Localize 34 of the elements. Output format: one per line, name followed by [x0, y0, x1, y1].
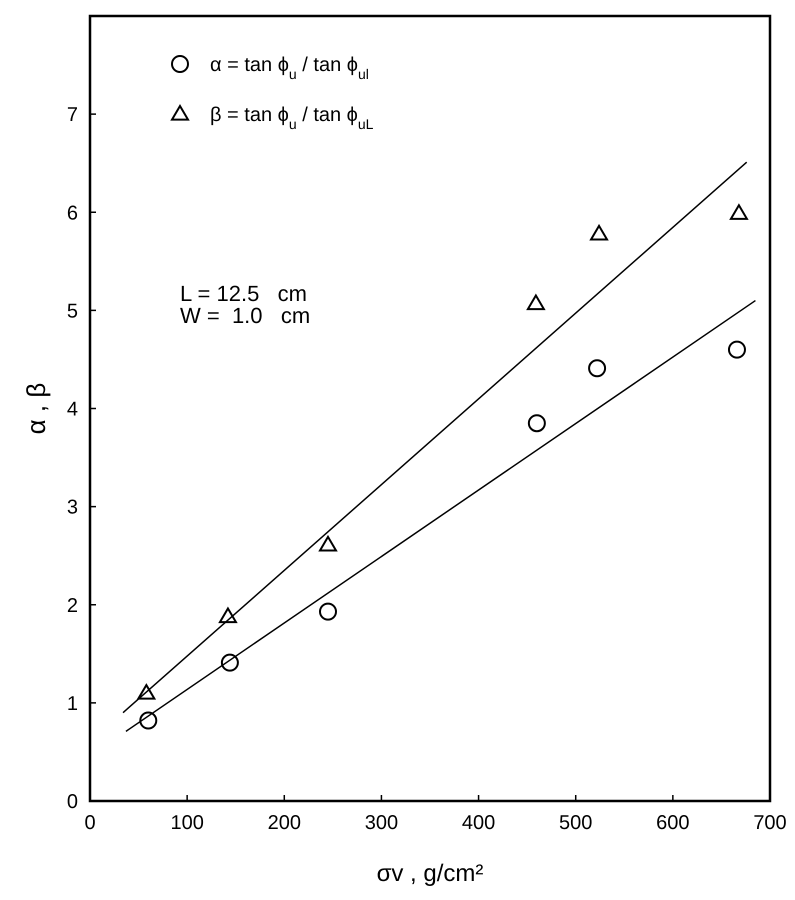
y-tick-label: 2	[66, 594, 78, 617]
point	[590, 224, 608, 240]
y-tick-label: 5	[66, 300, 78, 322]
x-tick-label: 500	[559, 812, 592, 834]
y-tick-label: 6	[66, 202, 78, 224]
x-tick-label: 200	[268, 812, 301, 834]
x-tick-label: 300	[364, 812, 398, 834]
y-tick-label: 7	[66, 104, 78, 126]
y-tick-label: 4	[66, 398, 78, 420]
point	[218, 608, 237, 624]
point	[220, 654, 239, 672]
x-axis-title: σv , g/cm²	[376, 860, 484, 887]
y-axis-title: α , β	[21, 382, 51, 434]
x-tick-label: 400	[462, 812, 496, 834]
point	[137, 684, 156, 700]
legend-label: α = tan ϕ$_{u}$ / tan ϕ$_{ul}$	[210, 54, 369, 82]
x-tick-label: 700	[753, 812, 787, 834]
legend-label: β = tan ϕ$_{u}$ / tan ϕ$_{uL}$	[210, 104, 374, 132]
x-tick-label: 600	[656, 812, 690, 834]
point	[528, 414, 546, 432]
point	[728, 340, 746, 359]
y-tick-label: 0	[66, 791, 78, 813]
point	[319, 536, 337, 552]
x-tick-label: 100	[170, 812, 204, 834]
x-tick-label: 0	[84, 812, 96, 834]
annotation: W = 1.0 cm	[180, 303, 310, 328]
point	[319, 602, 337, 621]
point	[526, 294, 545, 310]
y-tick-label: 1	[66, 692, 78, 715]
point	[588, 359, 606, 378]
annotation: L = 12.5 cm	[180, 281, 307, 306]
point	[139, 712, 158, 730]
y-tick-label: 3	[66, 496, 78, 519]
point	[730, 204, 748, 220]
